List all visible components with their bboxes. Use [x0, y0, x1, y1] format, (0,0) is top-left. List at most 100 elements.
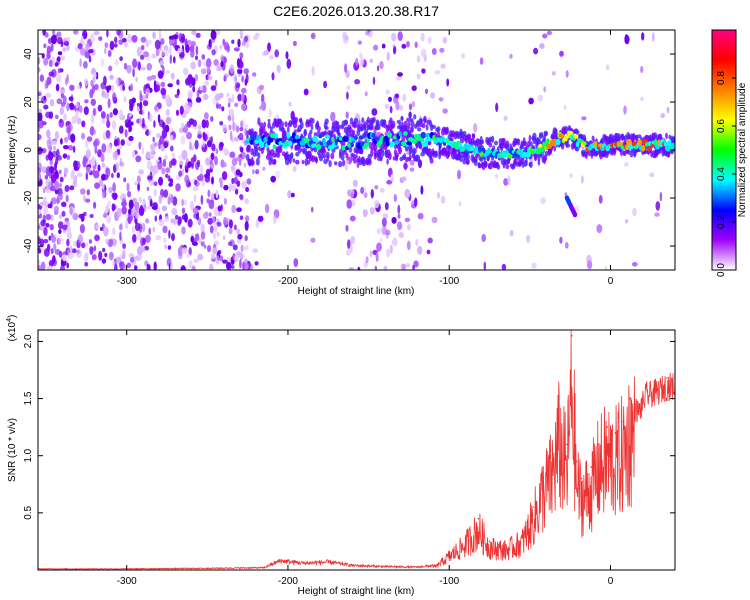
heatmap-cell: [431, 48, 437, 55]
heatmap-cell: [155, 235, 162, 241]
line-x-tick-label: 0: [608, 576, 614, 587]
heatmap-cell: [208, 199, 215, 210]
ridge-halo-cell: [278, 146, 283, 153]
heatmap-cell: [409, 159, 415, 166]
heatmap-cell: [651, 32, 655, 42]
heatmap-cell: [79, 224, 85, 234]
heatmap-cell: [181, 149, 188, 160]
heatmap-cell: [215, 30, 221, 36]
heatmap-cell: [61, 201, 67, 207]
snr-data-point: [521, 534, 523, 537]
heatmap-cell: [397, 221, 403, 230]
heatmap-cell: [138, 117, 143, 127]
heatmap-cell: [214, 79, 218, 87]
ridge-halo-cell: [404, 145, 409, 152]
ridge-core-cell: [274, 132, 278, 139]
ridge-halo-cell: [533, 155, 538, 162]
ridge-halo-cell: [480, 139, 485, 144]
heatmap-cell: [379, 187, 385, 193]
heatmap-cell: [188, 260, 193, 269]
heatmap-cell: [365, 256, 369, 264]
heatmap-x-tick-label: -100: [439, 276, 459, 287]
heatmap-cell: [245, 187, 250, 192]
heatmap-cell: [196, 89, 200, 100]
snr-data-point: [606, 426, 609, 428]
heatmap-cell: [42, 187, 46, 194]
ridge-halo-cell: [473, 158, 478, 167]
ridge-halo-cell: [412, 147, 417, 154]
heatmap-cell: [93, 30, 100, 36]
heatmap-cell: [126, 262, 132, 268]
heatmap-cell: [239, 52, 244, 59]
heatmap-cell: [440, 195, 446, 204]
heatmap-cell: [360, 186, 364, 195]
heatmap-cell: [97, 164, 101, 172]
heatmap-cell: [138, 61, 141, 71]
heatmap-cell: [237, 93, 242, 102]
heatmap-cell: [624, 34, 629, 44]
heatmap-cell: [61, 210, 66, 217]
ridge-halo-cell: [410, 120, 415, 128]
heatmap-cell: [85, 198, 91, 203]
heatmap-cell: [172, 34, 179, 40]
ridge-core-cell: [536, 147, 542, 155]
heatmap-cell: [261, 100, 267, 111]
heatmap-cell: [565, 70, 569, 78]
snr-data-point: [351, 564, 354, 567]
ridge-halo-cell: [343, 119, 349, 126]
heatmap-cell: [458, 200, 462, 207]
heatmap-cell: [38, 146, 43, 155]
heatmap-cell: [38, 108, 42, 114]
heatmap-cell: [142, 237, 146, 246]
ridge-halo-cell: [417, 127, 422, 132]
heatmap-cell: [83, 211, 87, 217]
ridge-core-cell: [259, 141, 265, 149]
heatmap-cell: [121, 206, 127, 215]
heatmap-cell: [371, 108, 378, 116]
heatmap-cell: [385, 89, 390, 95]
heatmap-cell: [427, 237, 433, 244]
heatmap-cell: [310, 237, 316, 243]
heatmap-cell: [158, 219, 165, 227]
heatmap-cell: [102, 247, 106, 253]
heatmap-cell: [147, 175, 153, 180]
heatmap-cell: [202, 212, 209, 220]
heatmap-cell: [88, 49, 94, 54]
ridge-halo-cell: [554, 128, 558, 134]
heatmap-cell: [147, 195, 152, 202]
heatmap-cell: [303, 88, 309, 96]
heatmap-cell: [503, 178, 509, 186]
heatmap-cell: [170, 145, 174, 152]
heatmap-cell: [369, 30, 373, 37]
heatmap-cell: [187, 161, 192, 168]
ridge-halo-cell: [276, 152, 281, 159]
heatmap-cell: [180, 122, 185, 129]
heatmap-cell: [375, 252, 379, 262]
ridge-core-cell: [294, 134, 300, 140]
ridge-halo-cell: [423, 118, 427, 122]
heatmap-cell: [163, 45, 169, 51]
heatmap-cell: [112, 108, 118, 116]
heatmap-cell: [72, 145, 76, 153]
heatmap-cell: [171, 233, 175, 242]
heatmap-cell: [417, 246, 423, 255]
heatmap-cell: [185, 44, 190, 53]
secondary-feature-cell: [572, 212, 578, 218]
heatmap-ridge: [245, 114, 675, 218]
heatmap-cell: [108, 186, 113, 194]
heatmap-cell: [50, 43, 54, 52]
line-plot-area: [38, 330, 675, 570]
heatmap-cell: [376, 65, 380, 72]
ridge-core-cell: [326, 139, 333, 147]
line-x-axis-label: Height of straight line (km): [298, 586, 415, 597]
heatmap-cell: [92, 76, 96, 84]
heatmap-cell: [106, 120, 111, 129]
heatmap-cell: [169, 134, 174, 141]
heatmap-cell: [211, 176, 214, 185]
line-y-tick-label: 2.0: [23, 334, 34, 348]
heatmap-cell: [115, 256, 122, 264]
heatmap-cell: [193, 194, 197, 203]
heatmap-cell: [108, 65, 113, 72]
heatmap-cell: [49, 224, 54, 231]
